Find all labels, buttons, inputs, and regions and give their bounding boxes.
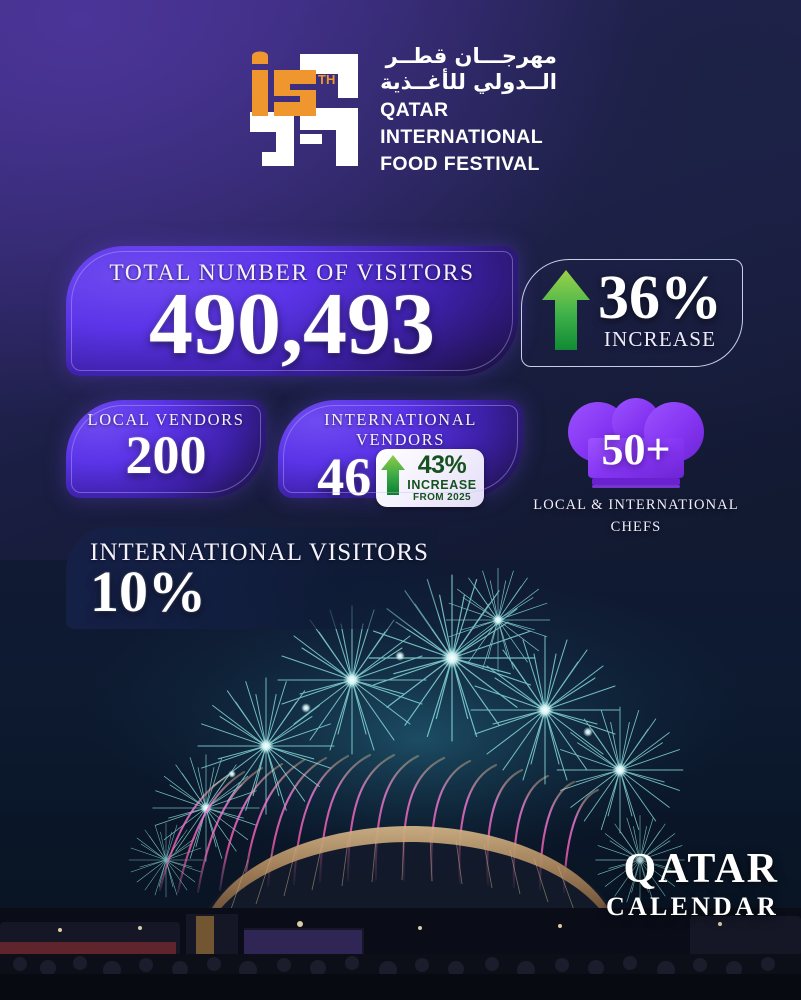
international-visitors-label: INTERNATIONAL VISITORS (90, 539, 429, 566)
increase-caption: INCREASE (603, 326, 717, 351)
fireworks-stadium-scene: 2356 TH (0, 560, 801, 1000)
firework-cores (200, 614, 645, 865)
festival-logo-text: مهرجـــان قطــر الــدولي للأغــذية QATAR… (380, 44, 557, 176)
increase-percent: 36% (598, 264, 722, 333)
chefs-count: 50+ (601, 425, 671, 474)
logo-arabic-line1: مهرجـــان قطــر (385, 44, 557, 68)
international-vendors-label: INTERNATIONAL VENDORS (324, 410, 477, 449)
international-vendors-value: 46 (317, 446, 372, 507)
logo-english-line1: QATAR (380, 99, 449, 122)
up-arrow-icon-small (380, 454, 406, 501)
visitors-increase-badge: 36% INCREASE (521, 259, 743, 367)
vendors-increase-caption: INCREASE (407, 478, 477, 492)
chefs-label-line2: CHEFS (610, 518, 662, 535)
chef-hat-icon: 50+ (566, 398, 706, 494)
vendors-increase-subcaption: FROM 2025 (412, 491, 472, 503)
local-vendors-card: LOCAL VENDORS 200 (66, 400, 266, 498)
vendors-increase-percent: 43% (417, 451, 467, 479)
festival-logo: TH مهرجـــان قطــر الــدولي للأغــذية QA… (0, 44, 801, 176)
total-visitors-value: 490,493 (149, 276, 435, 373)
qatar-calendar-line1: QATAR (623, 846, 779, 892)
total-visitors-card: TOTAL NUMBER OF VISITORS 490,493 (66, 246, 518, 376)
festival-logo-mark: TH (244, 48, 362, 172)
local-vendors-label: LOCAL VENDORS (87, 410, 245, 429)
international-visitors-card: INTERNATIONAL VISITORS 10% (66, 527, 438, 629)
qatar-calendar-line2: CALENDAR (606, 892, 779, 921)
festival-crowd (0, 908, 801, 1000)
logo-english-line3: FOOD FESTIVAL (380, 152, 540, 175)
local-vendors-value: 200 (125, 425, 207, 485)
international-vendors-card: INTERNATIONAL VENDORS 46 (278, 400, 523, 507)
logo-arabic-line2: الــدولي للأغــذية (380, 69, 557, 94)
chefs-stat: 50+ LOCAL & INTERNATIONAL CHEFS (530, 398, 742, 537)
international-visitors-value: 10% (90, 559, 206, 624)
logo-english-line2: INTERNATIONAL (380, 126, 544, 149)
total-visitors-label: TOTAL NUMBER OF VISITORS (109, 260, 475, 286)
qatar-calendar-branding: QATAR CALENDAR (606, 848, 779, 922)
up-arrow-icon (540, 268, 592, 357)
vendors-increase-badge: 43% INCREASE FROM 2025 (376, 449, 484, 507)
chefs-label-line1: LOCAL & INTERNATIONAL (533, 497, 739, 513)
svg-text:TH: TH (318, 72, 335, 87)
